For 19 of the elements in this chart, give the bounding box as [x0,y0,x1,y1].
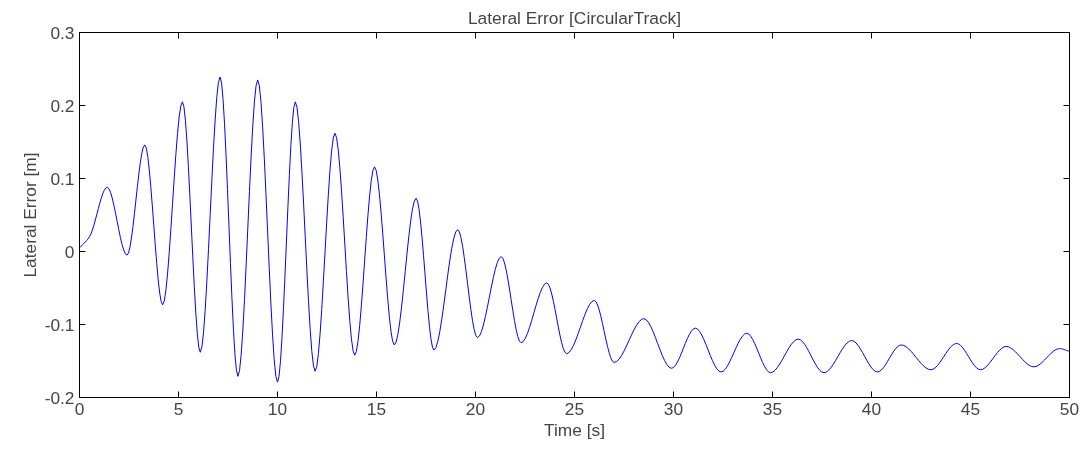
y-tick-label: 0.3 [50,22,75,43]
x-tick-label: 40 [861,398,882,419]
y-tick-label: 0.1 [50,168,75,189]
x-tick-label: 15 [366,398,387,419]
y-tick-label: 0.2 [50,95,75,116]
x-tick-label: 5 [173,398,184,419]
x-tick-label: 10 [267,398,288,419]
x-tick-label: 25 [564,398,585,419]
y-tick-label: -0.2 [44,387,75,408]
x-tick-label: 45 [960,398,981,419]
y-tick-label: -0.1 [44,314,75,335]
chart-title: Lateral Error [CircularTrack] [467,7,682,28]
x-tick-label: 35 [762,398,783,419]
x-tick-label: 30 [663,398,684,419]
y-axis-title: Lateral Error [m] [19,152,40,278]
y-tick-label: 0 [64,241,75,262]
x-tick-label: 50 [1059,398,1080,419]
x-axis-title: Time [s] [544,419,605,440]
x-tick-label: 20 [465,398,486,419]
